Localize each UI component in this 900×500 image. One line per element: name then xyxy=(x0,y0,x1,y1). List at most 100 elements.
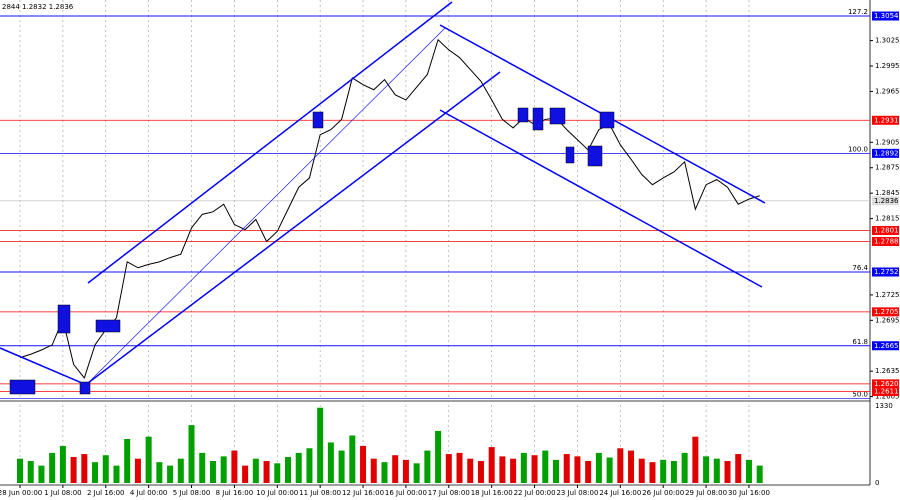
level-box xyxy=(872,148,899,158)
level-label: 1.2801 xyxy=(874,226,899,234)
volume-bar xyxy=(703,456,710,483)
markers xyxy=(9,107,615,395)
volume-bar xyxy=(134,458,141,483)
volume-bar xyxy=(102,455,109,483)
y-tick-label: 1.2965 xyxy=(875,87,900,95)
volume-bar xyxy=(488,447,495,483)
volume-bar xyxy=(660,459,667,483)
volume-bar xyxy=(177,458,184,483)
marker-box xyxy=(57,304,71,334)
x-tick-label: 22 Jul 00:00 xyxy=(514,489,556,497)
x-tick-label: 11 Jul 08:00 xyxy=(299,489,341,497)
y-tick-label: 1.3025 xyxy=(875,37,900,45)
marker-box xyxy=(599,111,615,129)
volume-bar xyxy=(392,455,399,483)
level-label: 1.2752 xyxy=(874,268,899,276)
y-tick-label: 1.2605 xyxy=(875,393,900,401)
volume-bar xyxy=(435,430,442,483)
fib-label: 50.0 xyxy=(852,390,868,398)
fib-label: 127.2 xyxy=(848,8,868,16)
volume-bar xyxy=(81,454,88,483)
marker-box xyxy=(312,111,324,129)
level-label: 1.2611 xyxy=(874,388,899,396)
level-label: 1.2931 xyxy=(874,116,899,124)
volume-bar xyxy=(327,442,334,483)
volume-bar xyxy=(113,465,120,483)
level-box xyxy=(872,225,899,235)
volume-bar xyxy=(628,450,635,483)
channel-line xyxy=(87,71,501,384)
fib-label: 100.0 xyxy=(848,145,868,153)
volume-bar xyxy=(585,461,592,483)
x-tick-label: 4 Jul 00:00 xyxy=(130,489,168,497)
x-tick-label: 5 Jul 08:00 xyxy=(173,489,211,497)
volume-bar xyxy=(295,452,302,483)
volume-bar xyxy=(477,461,484,483)
volume-bar xyxy=(92,462,99,483)
channel-line xyxy=(87,1,453,284)
volume-bar xyxy=(27,461,34,483)
volume-bar xyxy=(445,454,452,483)
level-box xyxy=(872,379,899,389)
header: 2844 1.2832 1.2836 xyxy=(2,3,74,11)
fib-label: 61.8 xyxy=(852,338,868,346)
price-line xyxy=(19,38,760,380)
volume-tick-label: 1330 xyxy=(875,402,893,410)
volume-bar xyxy=(553,459,559,483)
level-label: 1.2665 xyxy=(874,342,899,350)
level-label: 1.2705 xyxy=(874,308,899,316)
volume-bar xyxy=(145,436,152,483)
volume-bar xyxy=(17,458,23,483)
volume-bar xyxy=(188,425,195,483)
marker-box xyxy=(549,107,566,125)
marker-box xyxy=(587,145,603,167)
x-tick-label: 1 Jul 08:00 xyxy=(44,489,82,497)
y-tick-label: 1.2845 xyxy=(875,189,900,197)
x-tick-label: 18 Jul 16:00 xyxy=(471,489,513,497)
marker-box xyxy=(517,107,529,123)
volume-bar xyxy=(424,450,431,483)
volume-bar xyxy=(467,458,474,483)
volume-bar xyxy=(456,452,463,483)
volume-bar xyxy=(724,461,731,483)
volume-bar xyxy=(649,462,656,483)
volume-bar xyxy=(70,456,77,483)
x-tick-label: 8 Jul 16:00 xyxy=(216,489,254,497)
volume-bar xyxy=(317,407,324,483)
y-tick-label: 1.2635 xyxy=(875,367,900,375)
level-label: 1.3054 xyxy=(874,12,899,20)
volume-bar xyxy=(520,452,527,483)
marker-box xyxy=(565,146,575,164)
volume-bar xyxy=(617,448,624,483)
x-tick-label: 12 Jul 16:00 xyxy=(342,489,384,497)
y-tick-label: 1.2695 xyxy=(875,316,900,324)
volume-bar xyxy=(285,456,291,483)
volume-bar xyxy=(670,461,677,483)
volume-bar xyxy=(745,459,752,483)
x-tick-label: 28 Jun 00:00 xyxy=(0,489,42,497)
y-tick-label: 1.2815 xyxy=(875,215,900,223)
volume-bar xyxy=(209,461,216,483)
last-price-label: 1.2836 xyxy=(874,197,899,205)
volume-bar xyxy=(252,458,259,483)
channel-line xyxy=(0,347,83,384)
level-box xyxy=(872,115,899,125)
volume-bar xyxy=(574,456,581,483)
marker-box xyxy=(79,381,91,395)
volume-bar xyxy=(713,458,720,483)
level-label: 1.2892 xyxy=(874,149,899,157)
volume-bar xyxy=(38,465,45,483)
volume-bar xyxy=(220,456,227,483)
channel-line xyxy=(87,27,446,384)
marker-box xyxy=(532,107,544,131)
volume-bar xyxy=(499,456,506,483)
volume-bar xyxy=(167,465,174,483)
volume-bar xyxy=(381,462,388,483)
volume-bar xyxy=(231,450,238,483)
level-box xyxy=(872,236,899,246)
level-box xyxy=(872,267,899,277)
volume-bar xyxy=(413,463,420,483)
x-tick-label: 24 Jul 16:00 xyxy=(599,489,641,497)
